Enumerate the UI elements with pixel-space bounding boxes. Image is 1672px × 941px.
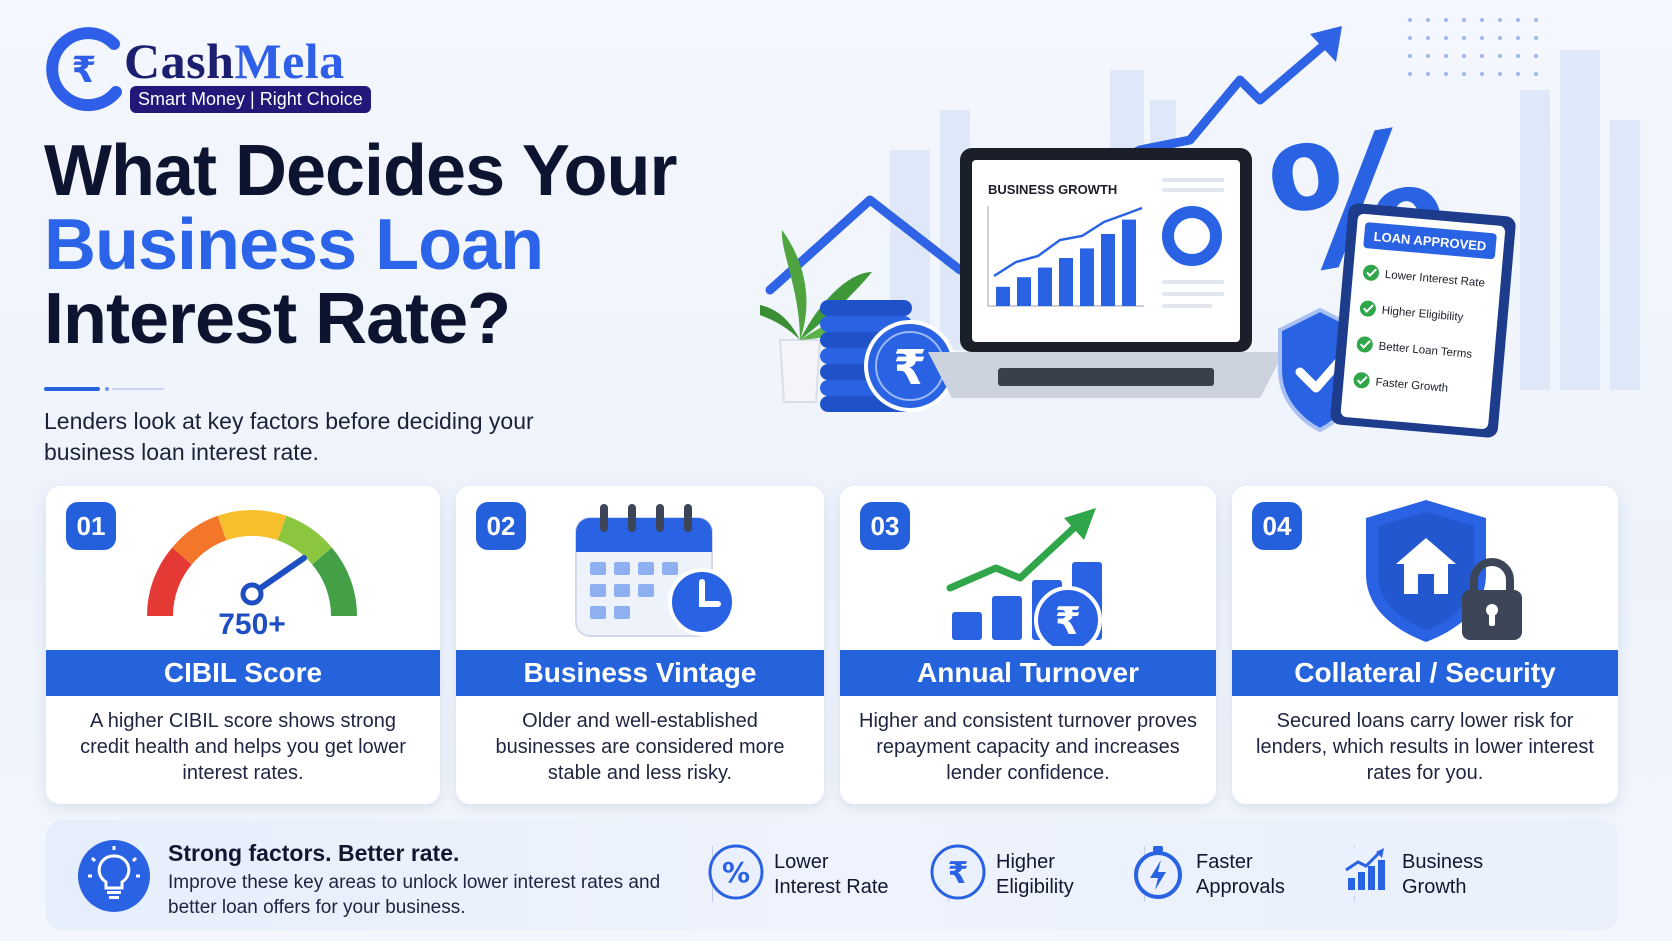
factor-title: CIBIL Score [46,650,440,696]
benefit-lower-interest-rate: % Lower Interest Rate [708,844,928,906]
factor-title: Annual Turnover [840,650,1216,696]
factor-card-vintage: 02 Business Vintage Older and well-estab… [456,486,824,804]
laptop-screen-title: BUSINESS GROWTH [988,182,1117,197]
title-line-2: Business Loan [44,205,544,285]
factor-description: Older and well-established businesses ar… [495,710,785,784]
brand-tagline: Smart Money | Right Choice [130,86,371,113]
benefit-label-line2: Interest Rate [774,876,889,898]
benefit-label-line1: Faster [1196,851,1253,873]
page-title: What Decides Your Business Loan Interest… [44,134,764,356]
benefit-higher-eligibility: ₹ Higher Eligibility [930,844,1130,906]
gauge-icon: 750+ [146,509,358,641]
svg-text:₹: ₹ [71,50,96,91]
factor-number: 02 [476,502,526,550]
coin-stack-icon: ₹ [820,300,956,412]
benefit-label: Faster Approvals [1196,850,1336,900]
brand-name: CashMela [124,32,345,90]
rupee-logo-icon: ₹ [46,27,122,112]
stopwatch-icon [1134,846,1182,899]
factor-card-cibil: 01 750+ CIBIL Score A higher CIBIL score… [46,486,440,804]
factor-card-collateral: 04 Collateral / Security Secured loans c… [1232,486,1618,804]
laptop-chart-bar [1038,267,1052,306]
benefit-label: Higher Eligibility [996,850,1136,900]
benefit-label: Business Growth [1402,850,1542,900]
factor-description: Higher and consistent turnover proves re… [859,710,1197,784]
check-icon [1353,372,1370,389]
brand-logo: ₹ CashMela Smart Money | Right Choice [44,26,404,118]
check-icon [1356,336,1373,353]
benefit-label-line2: Approvals [1196,876,1285,898]
brand-name-mela: Mela [234,33,345,89]
laptop-chart-bar [1122,219,1136,306]
benefit-label-line2: Growth [1402,876,1467,898]
benefit-label-line2: Eligibility [996,876,1074,898]
lightbulb-icon [78,840,150,912]
check-icon [1363,264,1380,281]
factor-title: Business Vintage [456,650,824,696]
laptop-chart-bar [1080,248,1094,306]
factor-number: 03 [860,502,910,550]
loan-approved-clipboard: LOAN APPROVED Lower Interest RateHigher … [1330,203,1516,438]
title-underline [44,387,164,391]
check-icon [1359,300,1376,317]
factor-title: Collateral / Security [1232,650,1618,696]
benefit-label-line1: Lower [774,851,829,873]
factor-number: 04 [1252,502,1302,550]
calendar-clock-icon [575,504,736,637]
laptop-bar-chart [996,219,1136,306]
page-subtitle: Lenders look at key factors before decid… [44,408,534,465]
summary-title: Strong factors. Better rate. [168,840,460,866]
rupee-icon: ₹ [930,844,986,900]
laptop-icon: BUSINESS GROWTH [928,148,1284,398]
svg-text:₹: ₹ [948,856,969,891]
svg-text:%: % [722,856,750,889]
factor-description: A higher CIBIL score shows strong credit… [80,710,406,784]
laptop-chart-bar [1017,277,1031,306]
benefit-label: Lower Interest Rate [774,850,914,900]
benefit-faster-approvals: Faster Approvals [1130,844,1330,906]
percent-icon: % [708,844,764,900]
factor-card-turnover: 03 ₹ Annual Turnover Higher and consiste… [840,486,1216,804]
title-line-3: Interest Rate? [44,279,511,359]
factor-description: Secured loans carry lower risk for lende… [1256,710,1594,784]
svg-text:₹: ₹ [893,340,926,396]
turnover-chart-icon: ₹ [946,508,1102,646]
benefit-label-line1: Higher [996,851,1055,873]
title-line-1: What Decides Your [44,131,677,211]
benefit-business-growth: Business Growth [1336,844,1536,906]
laptop-chart-bar [1101,234,1115,306]
summary-text: Improve these key areas to unlock lower … [168,872,661,918]
laptop-chart-bar [1059,258,1073,306]
growth-chart-icon [1338,846,1390,898]
benefit-label-line1: Business [1402,851,1484,873]
shield-house-lock-icon [1366,500,1522,642]
svg-text:₹: ₹ [1055,599,1081,643]
brand-name-cash: Cash [124,33,235,89]
laptop-chart-bar [996,286,1010,306]
dot-pattern [1408,18,1538,76]
hero-illustration: % ₹ BUSINESS GROWTH [760,18,1640,438]
summary-strip: Strong factors. Better rate. Improve the… [46,820,1618,930]
gauge-value: 750+ [218,608,286,641]
factor-number: 01 [66,502,116,550]
